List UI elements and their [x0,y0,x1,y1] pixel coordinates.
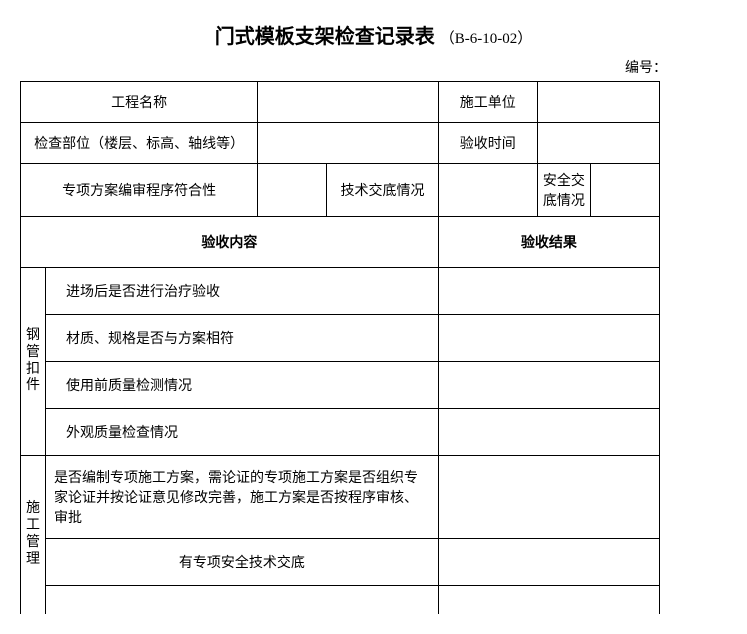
construction-unit-value [537,82,659,123]
technical-disclosure-label: 技术交底情况 [327,164,439,217]
steel-pipe-section-title: 钢管扣件 [21,268,46,456]
project-name-label: 工程名称 [21,82,258,123]
steel-pipe-item-1: 进场后是否进行治疗验收 [46,268,439,315]
construction-mgmt-result-2 [438,539,659,586]
title-code: （B-6-10-02） [440,31,533,47]
inspection-location-label: 检查部位（楼层、标高、轴线等） [21,123,258,164]
special-plan-compliance-label: 专项方案编审程序符合性 [21,164,258,217]
construction-mgmt-item-2: 有专项安全技术交底 [46,539,439,586]
steel-pipe-result-4 [438,409,659,456]
inspection-record-table: 工程名称 施工单位 检查部位（楼层、标高、轴线等） 验收时间 专项方案编审程序符… [20,81,660,614]
inspection-location-value [258,123,439,164]
steel-pipe-result-3 [438,362,659,409]
construction-mgmt-item-1: 是否编制专项施工方案，需论证的专项施工方案是否组织专家论证并按论证意见修改完善，… [46,456,439,539]
steel-pipe-item-4: 外观质量检查情况 [46,409,439,456]
construction-unit-label: 施工单位 [438,82,537,123]
acceptance-result-header: 验收结果 [438,217,659,268]
special-plan-compliance-value [258,164,327,217]
acceptance-content-header: 验收内容 [21,217,439,268]
construction-mgmt-item-3 [46,586,439,615]
project-name-value [258,82,439,123]
steel-pipe-result-1 [438,268,659,315]
safety-disclosure-label: 安全交底情况 [537,164,590,217]
construction-mgmt-result-3 [438,586,659,615]
steel-pipe-result-2 [438,315,659,362]
serial-number-label: 编号： [20,57,727,77]
steel-pipe-item-2: 材质、规格是否与方案相符 [46,315,439,362]
title-text: 门式模板支架检查记录表 [215,26,435,48]
steel-pipe-item-3: 使用前质量检测情况 [46,362,439,409]
safety-disclosure-value [591,164,660,217]
acceptance-time-label: 验收时间 [438,123,537,164]
construction-mgmt-section-title: 施工管理 [21,456,46,615]
technical-disclosure-value [438,164,537,217]
construction-mgmt-result-1 [438,456,659,539]
acceptance-time-value [537,123,659,164]
page-title: 门式模板支架检查记录表 （B-6-10-02） [20,20,727,49]
